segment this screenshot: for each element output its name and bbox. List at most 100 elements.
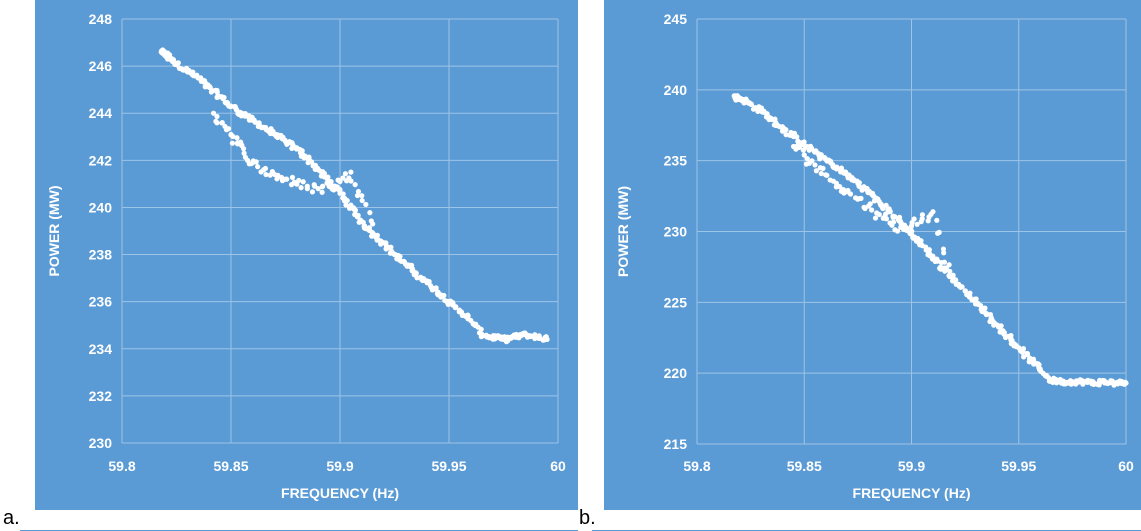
y-tick-label: 225 [664, 294, 688, 310]
data-point [941, 250, 947, 256]
data-point [320, 183, 326, 189]
data-point [930, 209, 936, 215]
data-point [319, 189, 325, 195]
data-point [809, 158, 815, 164]
y-tick-label: 242 [89, 152, 113, 168]
data-point [296, 177, 302, 184]
data-point [919, 212, 926, 218]
data-point [883, 216, 890, 222]
data-point [934, 257, 940, 263]
data-point [995, 324, 1002, 330]
y-tick-label: 220 [664, 365, 688, 381]
data-point [876, 211, 882, 218]
data-point [904, 227, 910, 234]
data-point [833, 166, 840, 172]
data-point [894, 228, 901, 234]
data-point [340, 175, 346, 181]
data-point [225, 126, 232, 132]
y-tick-label: 245 [664, 11, 688, 27]
data-point [340, 191, 346, 197]
data-point [334, 184, 340, 190]
data-point [227, 104, 234, 110]
data-point [783, 132, 789, 138]
y-tick-label: 244 [89, 105, 113, 121]
data-point [233, 105, 239, 112]
chart-panel-b: 215 220 225 230 235 240 245 59.8 59.85 59.9 59.95 6… [604, 0, 1141, 510]
data-point [544, 336, 550, 342]
data-point [370, 221, 376, 227]
data-point [453, 304, 459, 310]
data-point [946, 262, 952, 268]
y-tick-label: 234 [89, 341, 113, 357]
data-point [800, 147, 806, 153]
data-point [348, 178, 354, 184]
data-point [343, 202, 349, 208]
data-point [880, 205, 886, 212]
data-point [820, 165, 826, 172]
data-point [919, 242, 925, 248]
data-point [201, 79, 207, 85]
data-point [811, 148, 817, 154]
data-point [355, 212, 361, 219]
data-point [315, 186, 321, 192]
data-point [299, 148, 305, 154]
x-tick-label: 59.85 [213, 458, 248, 474]
data-point [911, 216, 917, 222]
data-point [175, 60, 181, 66]
data-point [898, 220, 904, 226]
data-point [367, 210, 373, 216]
data-point [869, 207, 875, 213]
data-point [492, 336, 498, 342]
x-tick-label: 59.95 [431, 458, 466, 474]
data-point [309, 189, 316, 195]
data-point [337, 178, 343, 185]
data-point [342, 171, 349, 177]
data-point [940, 246, 947, 252]
data-point [242, 154, 248, 160]
data-point [315, 167, 321, 173]
data-point [892, 214, 898, 220]
data-point [1107, 380, 1113, 386]
data-point [856, 183, 863, 190]
scatter-chart-b: 215 220 225 230 235 240 245 59.8 59.85 59.9 59.95 6… [615, 11, 1134, 501]
data-point [341, 198, 348, 204]
data-point [304, 186, 310, 192]
data-point [241, 150, 247, 156]
data-point [783, 127, 789, 133]
x-tick-label: 60 [1118, 458, 1134, 474]
data-point [352, 182, 358, 188]
data-point [1031, 358, 1037, 365]
data-point [867, 201, 873, 207]
data-point [919, 216, 925, 222]
data-point [796, 144, 803, 150]
data-point [359, 197, 365, 204]
data-point [386, 244, 393, 251]
data-point [290, 142, 296, 148]
data-point [812, 162, 818, 168]
data-point [936, 229, 942, 235]
data-point [813, 168, 819, 174]
data-point [926, 247, 932, 253]
data-point [982, 305, 988, 311]
data-point [847, 191, 854, 197]
data-point [941, 259, 948, 265]
data-point [818, 170, 824, 177]
data-point [359, 193, 365, 199]
data-point [383, 240, 389, 246]
data-point [946, 272, 952, 279]
data-point [837, 184, 843, 190]
data-point [898, 224, 904, 230]
data-point [1123, 380, 1129, 386]
data-point [284, 176, 290, 182]
x-axis-title: FREQUENCY (Hz) [853, 485, 971, 501]
x-tick-label: 60 [550, 458, 566, 474]
x-tick-label: 59.8 [683, 458, 710, 474]
data-point [413, 270, 419, 276]
data-point [289, 174, 296, 180]
data-point [426, 278, 432, 285]
data-point [1054, 380, 1060, 386]
data-point [914, 221, 920, 227]
data-point [833, 180, 840, 186]
data-point [191, 73, 197, 79]
data-point [298, 185, 304, 191]
